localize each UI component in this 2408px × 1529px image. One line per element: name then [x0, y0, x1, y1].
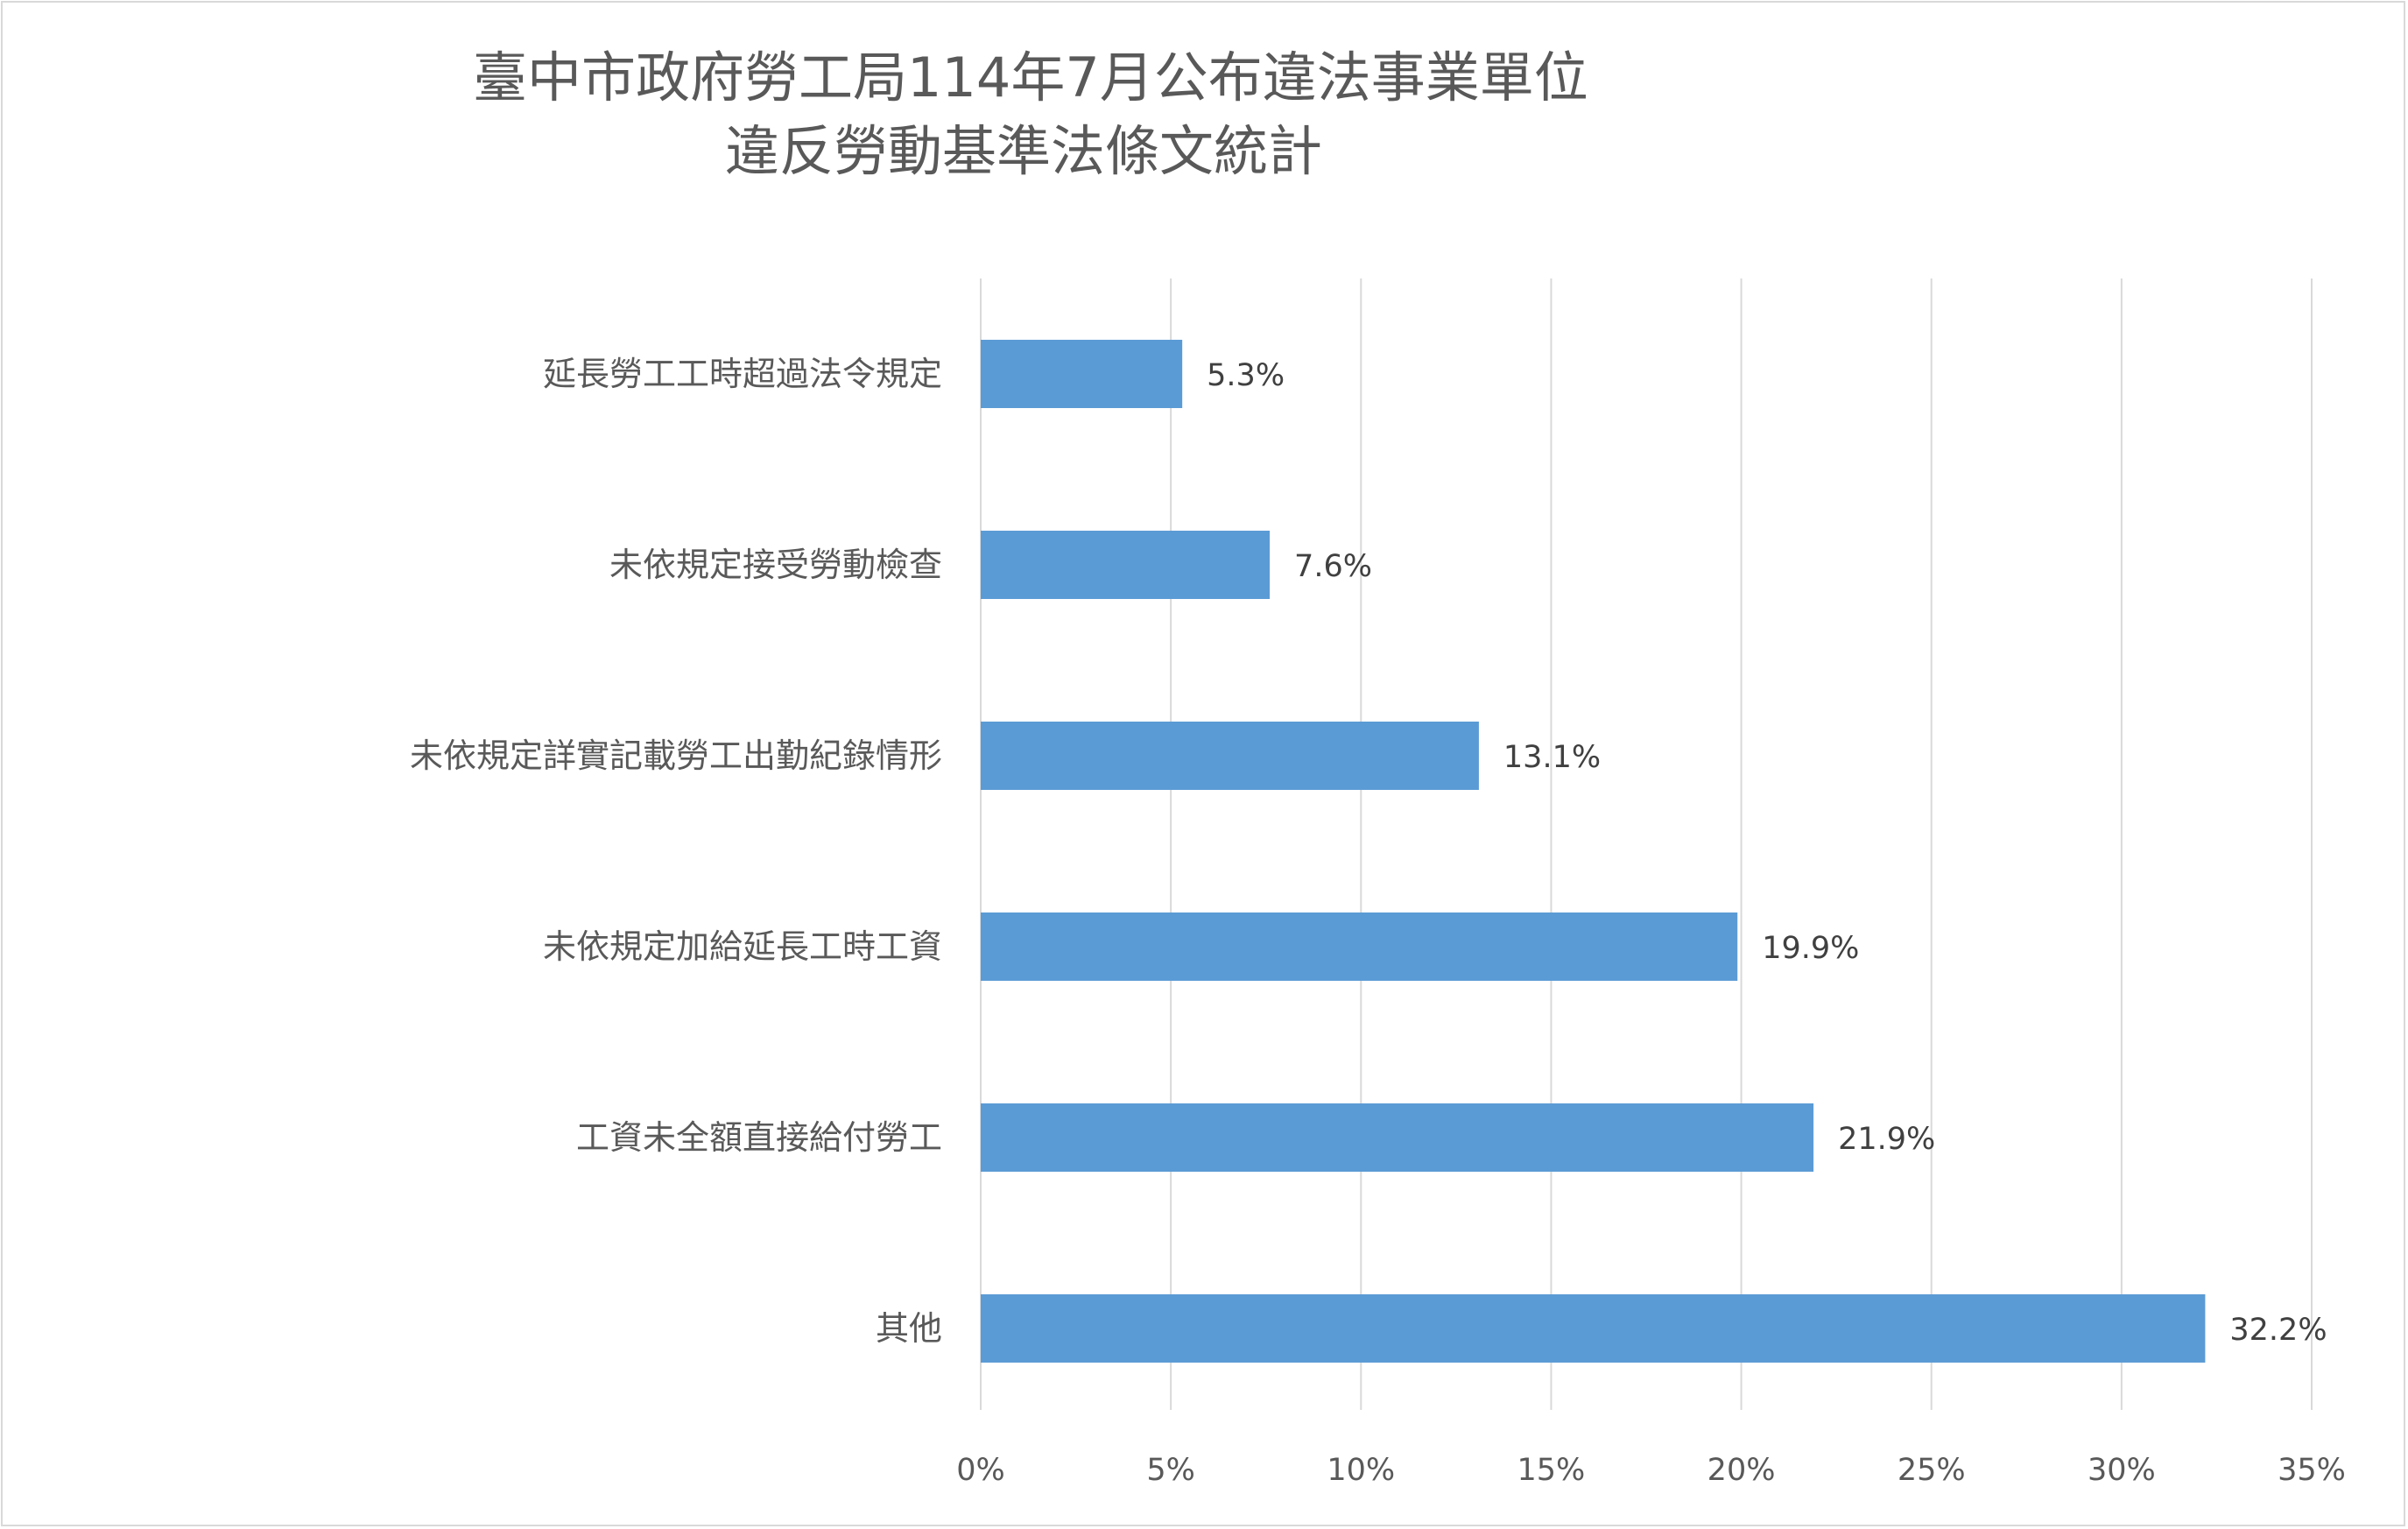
x-tick-label-0: 0%: [956, 1453, 1005, 1488]
x-axis-tick-labels: 0% 5% 10% 15% 20% 25% 30% 35%: [956, 1453, 2346, 1488]
x-tick-label-20: 20%: [1707, 1453, 1776, 1488]
x-tick-label-30: 30%: [2088, 1453, 2156, 1488]
x-tick-label-25: 25%: [1898, 1453, 1966, 1488]
category-label-0: 延長勞工工時超過法令規定: [543, 355, 942, 393]
bar-5: [981, 1294, 2206, 1363]
chart-title: 臺中市政府勞工局114年7月公布違法事業單位 違反勞動基準法條文統計: [0, 42, 2408, 191]
data-label-2: 13.1%: [1503, 740, 1601, 775]
data-label-0: 5.3%: [1207, 358, 1285, 393]
data-label-1: 7.6%: [1294, 549, 1372, 584]
data-label-4: 21.9%: [1838, 1122, 1935, 1157]
bar-2: [981, 722, 1479, 790]
category-label-3: 未依規定加給延長工時工資: [543, 927, 942, 966]
category-label-1: 未依規定接受勞動檢查: [609, 546, 942, 584]
bar-3: [981, 912, 1738, 981]
gridlines: [980, 278, 2313, 1410]
bars: [981, 340, 2206, 1363]
data-labels: 5.3% 7.6% 13.1% 19.9% 21.9% 32.2%: [1207, 358, 2327, 1348]
x-tick-label-35: 35%: [2278, 1453, 2346, 1488]
x-tick-label-5: 5%: [1146, 1453, 1195, 1488]
bar-1: [981, 531, 1271, 599]
bar-0: [981, 340, 1183, 408]
category-label-4: 工資未全額直接給付勞工: [576, 1118, 942, 1157]
category-label-2: 未依規定詳實記載勞工出勤紀錄情形: [410, 736, 942, 775]
data-label-5: 32.2%: [2229, 1313, 2327, 1348]
x-tick-label-15: 15%: [1517, 1453, 1586, 1488]
bar-4: [981, 1103, 1814, 1172]
chart-title-line-2: 違反勞動基準法條文統計: [725, 119, 1323, 183]
x-tick-label-10: 10%: [1327, 1453, 1395, 1488]
chart-title-line-1: 臺中市政府勞工局114年7月公布違法事業單位: [473, 46, 1588, 109]
data-label-3: 19.9%: [1762, 931, 1859, 966]
category-labels: 延長勞工工時超過法令規定未依規定接受勞動檢查未依規定詳實記載勞工出勤紀錄情形未依…: [410, 355, 942, 1348]
category-label-5: 其他: [876, 1309, 942, 1348]
